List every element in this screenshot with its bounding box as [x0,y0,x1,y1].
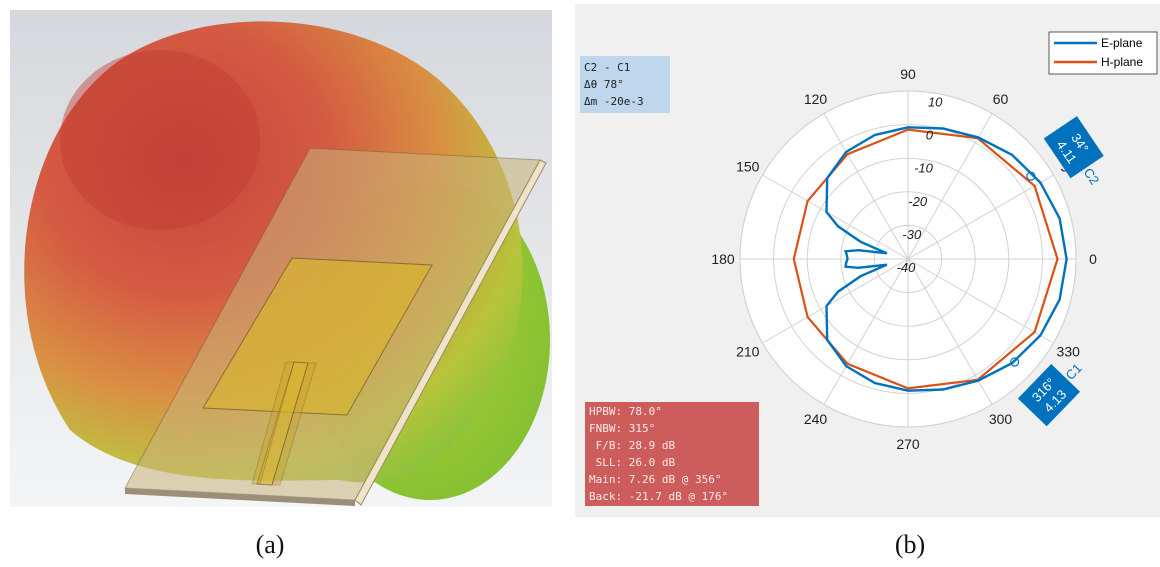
legend-label-e-plane: E-plane [1101,36,1143,50]
cursor-delta-line: Δθ 78° [584,78,624,91]
angle-tick-label: 330 [1057,344,1081,360]
polar-spoke [762,174,909,260]
metrics-line: Main: 7.26 dB @ 356° [589,473,721,486]
cursor-delta-box: C2 - C1 Δθ 78° Δm -20e-3 [580,56,670,113]
polar-chart: 0306090120150180210240270300330100-10-20… [575,4,1160,517]
metrics-line: F/B: 28.9 dB [589,439,675,452]
caption-b: (b) [894,530,926,559]
polar-spoke [907,174,1054,260]
polar-spoke [762,258,909,344]
metrics-line: Back: -21.7 dB @ 176° [589,490,728,503]
feed-line [256,361,309,486]
caption-a: (a) [255,530,285,559]
cursor-delta-line: C2 - C1 [584,61,630,74]
angle-tick-label: 180 [711,251,735,267]
angle-tick-label: 90 [900,66,916,82]
3d-pattern-illustration [10,10,552,507]
legend-box [1048,31,1158,75]
polar-spoke [823,113,909,260]
metrics-background [585,402,759,506]
cursor-callout-box [1043,116,1104,179]
cursor-marker [1026,171,1036,181]
series-line-e-plane [825,126,1068,392]
metrics-line: HPBW: 78.0° [589,405,662,418]
radial-tick-label: 10 [928,95,943,110]
angle-tick-label: 270 [896,436,920,452]
panel-3d-pattern [10,10,552,507]
angle-tick-label: 120 [804,91,828,107]
cursor-marker [1010,357,1020,367]
angle-tick-label: 60 [993,91,1009,107]
legend-label-h-plane: H-plane [1101,55,1143,69]
angle-tick-label: 300 [989,411,1013,427]
angle-tick-label: 150 [736,159,760,175]
legend: E-plane H-plane [1048,31,1158,75]
cursor-callout-box [1017,363,1081,427]
patch-element [202,257,433,416]
polar-spoke [907,258,1054,344]
metrics-line: FNBW: 315° [589,422,655,435]
radial-tick-label: -20 [908,194,928,209]
metrics-box: HPBW: 78.0° FNBW: 315° F/B: 28.9 dB SLL:… [585,402,759,506]
angle-tick-label: 0 [1089,251,1097,267]
cursor-delta-line: Δm -20e-3 [584,95,644,108]
polar-spoke [823,258,909,405]
radial-tick-label: -10 [914,161,934,176]
panel-polar-pattern: 0306090120150180210240270300330100-10-20… [575,4,1160,517]
cursor-delta-background [580,56,670,113]
angle-tick-label: 240 [804,411,828,427]
radial-tick-label: 0 [926,128,934,143]
radial-tick-label: -30 [902,227,922,242]
radial-tick-label: -40 [897,260,917,275]
angle-tick-label: 210 [736,344,760,360]
metrics-line: SLL: 26.0 dB [589,456,675,469]
